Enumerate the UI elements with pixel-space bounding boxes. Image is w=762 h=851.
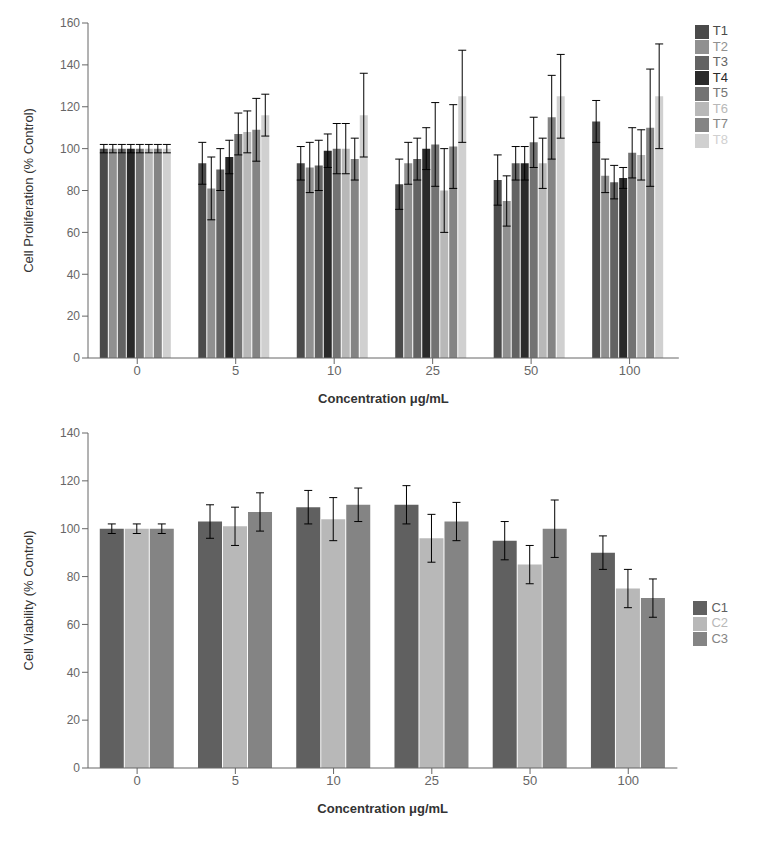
svg-text:100: 100: [619, 363, 641, 378]
svg-text:Concentration μg/mL: Concentration μg/mL: [318, 391, 449, 406]
html-text:T5: T5: [712, 85, 728, 101]
svg-text:50: 50: [524, 363, 538, 378]
svg-text:40: 40: [67, 666, 81, 680]
svg-text:100: 100: [617, 773, 639, 788]
svg-text:20: 20: [67, 309, 81, 323]
html-text:C3: C3: [711, 630, 728, 646]
svg-text:100: 100: [60, 142, 80, 156]
svg-text:5: 5: [232, 773, 239, 788]
svg-text:0: 0: [133, 773, 140, 788]
html-text:T6: T6: [712, 100, 728, 116]
html-text:T8: T8: [712, 131, 728, 147]
svg-text:60: 60: [67, 226, 81, 240]
svg-text:25: 25: [425, 773, 439, 788]
svg-text:160: 160: [60, 16, 80, 30]
svg-text:80: 80: [67, 184, 81, 198]
svg-text:100: 100: [60, 522, 80, 536]
svg-text:Cell Viability (% Control): Cell Viability (% Control): [21, 531, 36, 671]
html-text:T1: T1: [712, 23, 728, 38]
svg-text:10: 10: [327, 363, 341, 378]
svg-text:0: 0: [134, 363, 141, 378]
svg-text:40: 40: [67, 268, 81, 282]
svg-text:0: 0: [73, 351, 80, 365]
svg-text:140: 140: [60, 58, 80, 72]
svg-text:10: 10: [326, 773, 340, 788]
svg-text:60: 60: [67, 618, 81, 632]
svg-text:120: 120: [60, 100, 80, 114]
html-text:T3: T3: [712, 54, 728, 70]
svg-text:5: 5: [232, 363, 239, 378]
svg-text:80: 80: [67, 570, 81, 584]
html-text:T2: T2: [712, 38, 728, 54]
html-text:C1: C1: [711, 599, 728, 615]
html-text:T4: T4: [712, 69, 728, 85]
svg-text:Cell Proliferation (% Control): Cell Proliferation (% Control): [21, 108, 36, 273]
svg-text:50: 50: [523, 773, 537, 788]
svg-text:25: 25: [425, 363, 439, 378]
svg-text:140: 140: [60, 426, 80, 440]
html-text:T7: T7: [712, 116, 728, 132]
html-text:C2: C2: [711, 615, 728, 631]
svg-text:Concentration μg/mL: Concentration μg/mL: [317, 801, 448, 816]
svg-text:0: 0: [73, 761, 80, 775]
svg-text:120: 120: [60, 474, 80, 488]
svg-text:20: 20: [67, 713, 81, 727]
